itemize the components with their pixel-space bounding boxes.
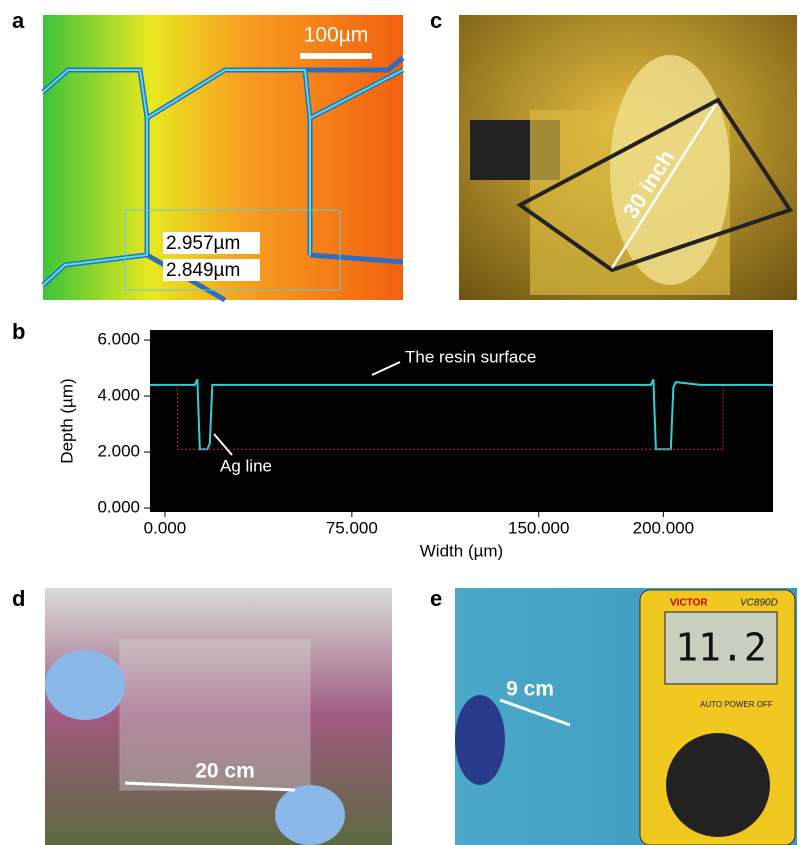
display-value: 11.2 [675, 626, 767, 670]
panel-label: c [430, 8, 442, 33]
scale-label: 100µm [304, 24, 369, 47]
panel-label: e [430, 586, 442, 611]
x-tick-label: 200.000 [633, 518, 694, 537]
x-tick-label: 150.000 [508, 518, 569, 537]
brand: VICTOR [670, 598, 708, 609]
y-axis-label: Depth (µm) [57, 378, 76, 463]
power-label: AUTO POWER OFF [700, 700, 773, 709]
panel-label: d [12, 586, 25, 611]
annotation: The resin surface [405, 347, 536, 366]
model: VC890D [740, 598, 778, 609]
dial [666, 733, 770, 837]
depth-chart: 0.000 2.000 4.000 6.000 0.000 75.000 150.000 20… [57, 330, 773, 561]
annotation: Ag line [220, 456, 272, 475]
x-axis-label: Width (µm) [420, 541, 503, 560]
annotation: 9 cm [506, 678, 554, 701]
glove [45, 650, 125, 720]
x-tick-label: 0.000 [144, 518, 187, 537]
panel-label: b [12, 319, 25, 344]
y-tick-label: 4.000 [97, 386, 140, 405]
figure: a 100µm 2.957µm 2.849µm c 30 inch b 0.00… [0, 0, 799, 845]
measurement: 2.849µm [166, 260, 240, 281]
measurement: 2.957µm [166, 233, 240, 254]
x-tick-label: 75.000 [326, 518, 378, 537]
y-tick-label: 6.000 [97, 330, 140, 349]
glove [455, 695, 505, 785]
annotation: 20 cm [195, 760, 255, 783]
panel-label: a [12, 8, 25, 33]
y-tick-label: 2.000 [97, 442, 140, 461]
glove [275, 785, 345, 845]
y-tick-label: 0.000 [97, 498, 140, 517]
